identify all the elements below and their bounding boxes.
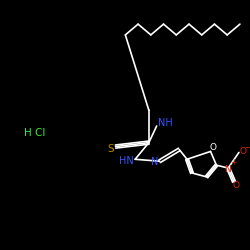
Text: HN: HN [119, 156, 134, 166]
Text: −: − [244, 143, 250, 152]
Text: O: O [232, 181, 239, 190]
Text: O: O [239, 147, 246, 156]
Text: H Cl: H Cl [24, 128, 46, 138]
Text: N: N [224, 164, 230, 173]
Text: NH: NH [158, 118, 173, 128]
Text: O: O [210, 143, 217, 152]
Text: N: N [151, 157, 158, 167]
Text: S: S [107, 144, 114, 154]
Text: +: + [230, 158, 236, 167]
